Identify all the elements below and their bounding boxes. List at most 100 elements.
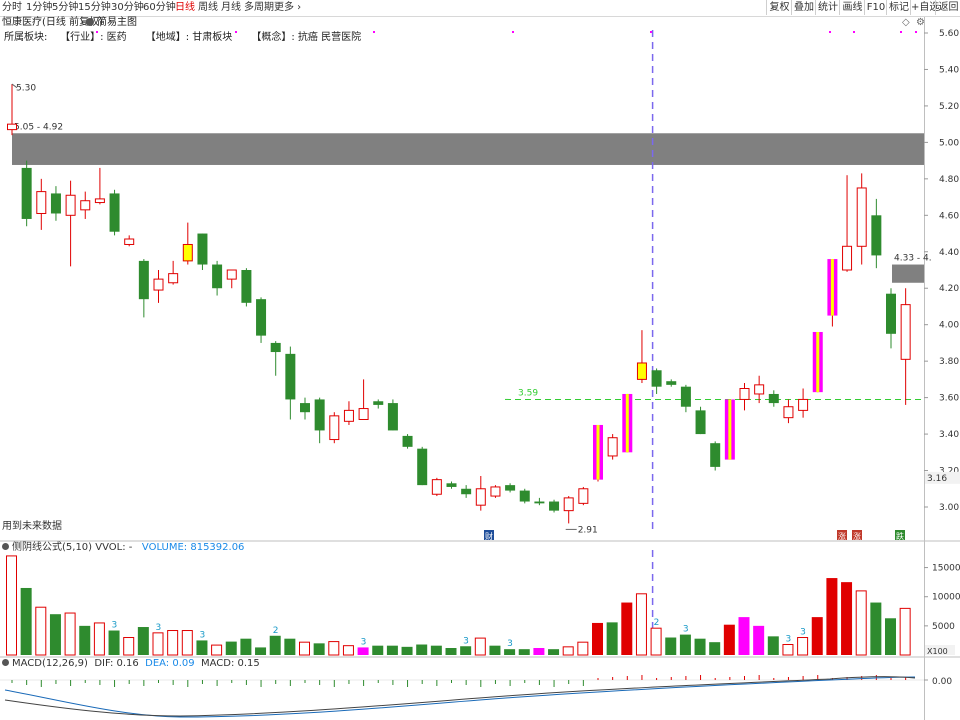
- candle-body-up[interactable]: [329, 415, 340, 441]
- industry-info[interactable]: 【行业】: 医药: [60, 32, 127, 43]
- period-tab-10[interactable]: 更多 ›: [274, 2, 302, 13]
- volume-bar[interactable]: [753, 625, 765, 655]
- candle-body-down[interactable]: [50, 193, 61, 214]
- volume-bar[interactable]: [548, 649, 560, 655]
- candle-body-up[interactable]: [842, 245, 853, 271]
- volume-bar[interactable]: [430, 645, 442, 655]
- candle-body-down[interactable]: [241, 270, 252, 303]
- volume-bar[interactable]: [504, 649, 516, 655]
- candle-body-up[interactable]: [739, 388, 750, 400]
- candle-body-up[interactable]: [36, 191, 47, 214]
- candle-body-up[interactable]: [754, 384, 765, 395]
- candle-body-up[interactable]: [168, 273, 179, 284]
- candle-body-down[interactable]: [871, 215, 882, 256]
- volume-bar[interactable]: [562, 646, 574, 656]
- volume-bar[interactable]: [797, 637, 809, 656]
- toolbar-button-2[interactable]: 统计: [815, 0, 840, 15]
- volume-bar[interactable]: [635, 593, 647, 656]
- volume-bar[interactable]: [137, 627, 149, 655]
- candle-body-down[interactable]: [197, 233, 208, 265]
- volume-bar[interactable]: [811, 617, 823, 655]
- toolbar-button-1[interactable]: 叠加: [791, 0, 816, 15]
- settings-icon[interactable]: ⚙: [916, 17, 925, 28]
- candle-body-down[interactable]: [314, 399, 325, 431]
- candle-body-down[interactable]: [300, 403, 310, 413]
- candle-body-up[interactable]: [94, 198, 105, 204]
- candle-body-up[interactable]: [900, 304, 911, 360]
- candle-body-up[interactable]: [80, 200, 91, 211]
- volume-bar[interactable]: [738, 617, 750, 655]
- candle-body-up[interactable]: [124, 238, 135, 245]
- volume-bar[interactable]: [577, 641, 589, 656]
- volume-bar[interactable]: [650, 627, 662, 656]
- candle-body-down[interactable]: [402, 435, 413, 447]
- volume-bar[interactable]: [474, 637, 486, 656]
- candle-body-down[interactable]: [417, 448, 428, 486]
- volume-bar[interactable]: [64, 612, 76, 656]
- volume-bar[interactable]: [445, 648, 457, 655]
- candle-body-down[interactable]: [446, 483, 457, 487]
- candle-body-down[interactable]: [768, 393, 779, 404]
- period-tab-3[interactable]: 15分钟: [78, 2, 111, 13]
- volume-bar[interactable]: [328, 641, 340, 656]
- volume-bar[interactable]: [416, 644, 428, 655]
- candle-body-up[interactable]: [475, 488, 486, 506]
- candle-body-down[interactable]: [680, 386, 691, 407]
- candle-body-up[interactable]: [783, 406, 794, 419]
- period-tab-4[interactable]: 30分钟: [111, 2, 144, 13]
- volume-bar[interactable]: [255, 647, 267, 655]
- volume-bar[interactable]: [723, 624, 735, 655]
- volume-bar[interactable]: [372, 645, 384, 655]
- volume-bar[interactable]: [885, 618, 896, 655]
- candle-body-down[interactable]: [212, 264, 223, 289]
- concept-info[interactable]: 【概念】: 抗癌 民营医院: [251, 32, 362, 43]
- toolbar-button-6[interactable]: +自选: [910, 0, 940, 15]
- volume-bar[interactable]: [240, 638, 252, 655]
- volume-bar[interactable]: [6, 555, 17, 656]
- candle-body-up[interactable]: [607, 437, 618, 457]
- toolbar-button-3[interactable]: 画线: [839, 0, 865, 15]
- candle-body-signal[interactable]: [182, 243, 193, 262]
- volume-bar[interactable]: [49, 614, 61, 655]
- volume-bar[interactable]: [269, 635, 281, 655]
- candle-body-down[interactable]: [256, 299, 267, 336]
- macd-toggle-icon[interactable]: [2, 659, 9, 666]
- period-tab-6[interactable]: 日线: [175, 2, 195, 13]
- candle-body-up[interactable]: [153, 278, 164, 291]
- candle-body-up[interactable]: [358, 408, 369, 420]
- candle-body-up[interactable]: [856, 187, 867, 247]
- volume-bar[interactable]: [841, 582, 853, 655]
- volume-bar[interactable]: [401, 646, 413, 655]
- candle-body-up[interactable]: [343, 409, 354, 422]
- candle-body-down[interactable]: [270, 342, 281, 353]
- volume-bar[interactable]: [709, 642, 721, 655]
- volume-bar[interactable]: [181, 630, 193, 656]
- volume-bar[interactable]: [211, 644, 223, 656]
- toolbar-button-7[interactable]: 返回: [935, 0, 960, 15]
- candle-body-down[interactable]: [387, 403, 398, 431]
- period-tab-8[interactable]: 月线: [221, 2, 241, 13]
- volume-bar[interactable]: [167, 630, 179, 656]
- volume-bar[interactable]: [225, 641, 237, 655]
- toolbar-button-4[interactable]: F10: [864, 0, 887, 15]
- volume-bar[interactable]: [782, 644, 794, 656]
- candle-body-down[interactable]: [549, 501, 560, 511]
- volume-bar[interactable]: [665, 637, 677, 655]
- candle-body-down[interactable]: [651, 370, 662, 387]
- volume-bar[interactable]: [855, 590, 867, 656]
- candle-body-down[interactable]: [373, 401, 384, 405]
- toolbar-button-5[interactable]: 标记: [886, 0, 911, 15]
- candle-body-up[interactable]: [563, 497, 574, 512]
- volume-bar[interactable]: [826, 578, 838, 655]
- volume-bar[interactable]: [489, 645, 501, 655]
- candle-body-down[interactable]: [886, 293, 896, 334]
- period-tab-1[interactable]: 1分钟: [26, 2, 53, 13]
- volume-bar[interactable]: [460, 646, 472, 655]
- candle-body-down[interactable]: [109, 193, 120, 232]
- volume-bar[interactable]: [284, 638, 296, 655]
- candle-body-down[interactable]: [710, 443, 721, 467]
- candle-body-signal[interactable]: [636, 362, 647, 380]
- volume-bar[interactable]: [679, 634, 691, 655]
- volume-bar[interactable]: [606, 622, 618, 655]
